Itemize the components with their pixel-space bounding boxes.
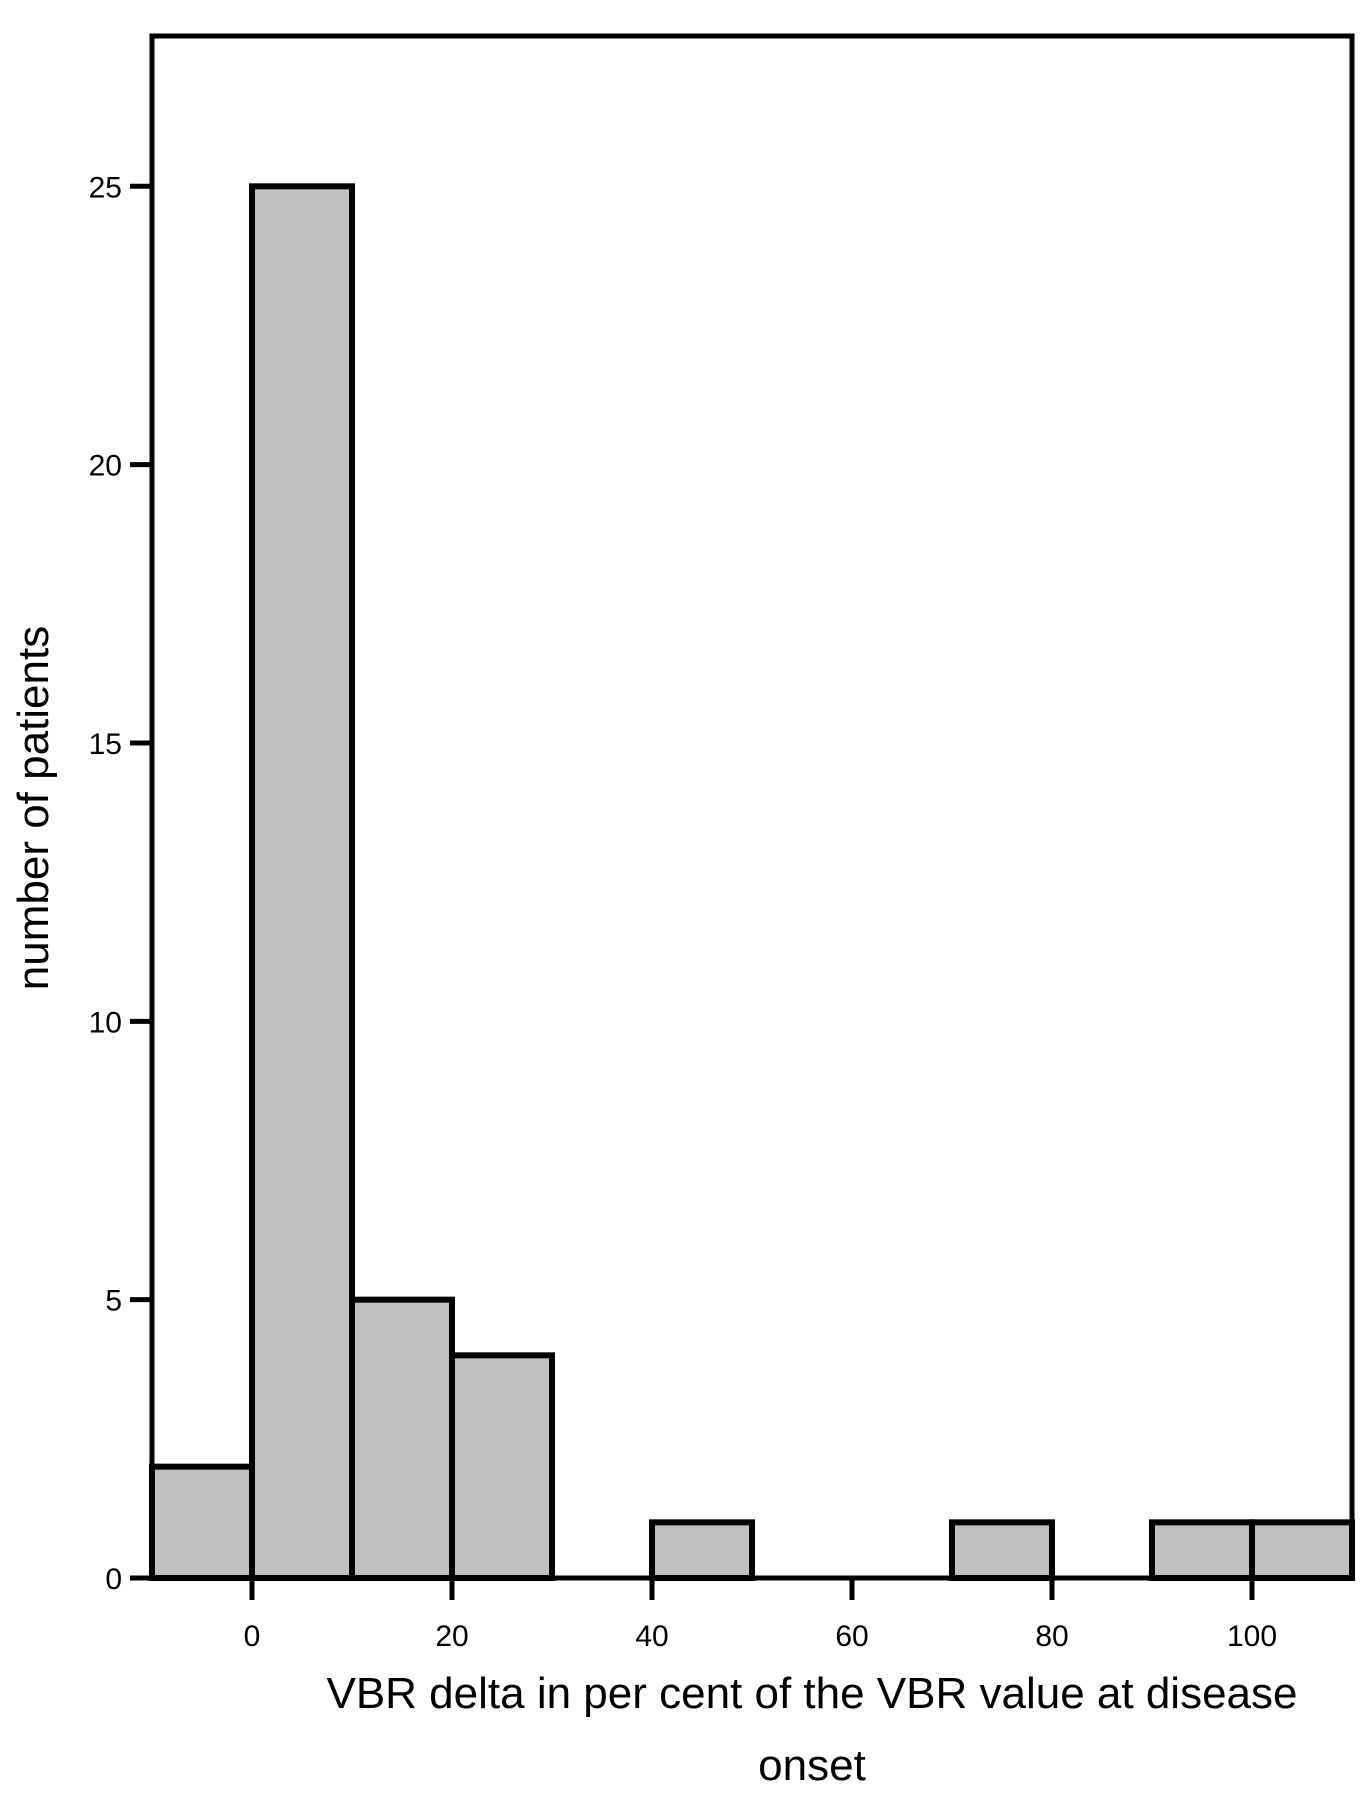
histogram-bar	[349, 1296, 455, 1581]
y-tick-label: 15	[89, 728, 122, 761]
x-tick-label: 100	[1227, 1620, 1277, 1653]
histogram-bar	[949, 1519, 1055, 1582]
histogram-bar	[1249, 1519, 1355, 1582]
histogram-bar	[649, 1519, 755, 1582]
y-tick-label: 20	[89, 450, 122, 483]
bars-group	[149, 183, 1355, 1582]
x-tick-label: 80	[1035, 1620, 1068, 1653]
histogram-bar	[1149, 1519, 1255, 1582]
histogram-bar	[149, 1463, 255, 1582]
x-axis-title: VBR delta in per cent of the VBR value a…	[326, 1669, 1297, 1718]
x-tick-label: 60	[835, 1620, 868, 1653]
x-tick-label: 40	[635, 1620, 668, 1653]
y-tick-label: 0	[105, 1563, 122, 1596]
x-tick-label: 0	[244, 1620, 261, 1653]
histogram-bar	[249, 183, 355, 1582]
x-tick-label: 20	[435, 1620, 468, 1653]
x-axis-title-line2: onset	[758, 1741, 866, 1790]
y-tick-label: 5	[105, 1285, 122, 1318]
y-tick-label: 25	[89, 171, 122, 204]
plot-frame	[149, 33, 1355, 1581]
y-axis: 0 5 10 15 20 25	[89, 171, 152, 1596]
histogram-bar	[449, 1352, 555, 1581]
y-tick-label: 10	[89, 1006, 122, 1039]
x-axis: 0 20 40 60 80 100	[244, 1578, 1277, 1653]
y-axis-title: number of patients	[9, 626, 58, 990]
